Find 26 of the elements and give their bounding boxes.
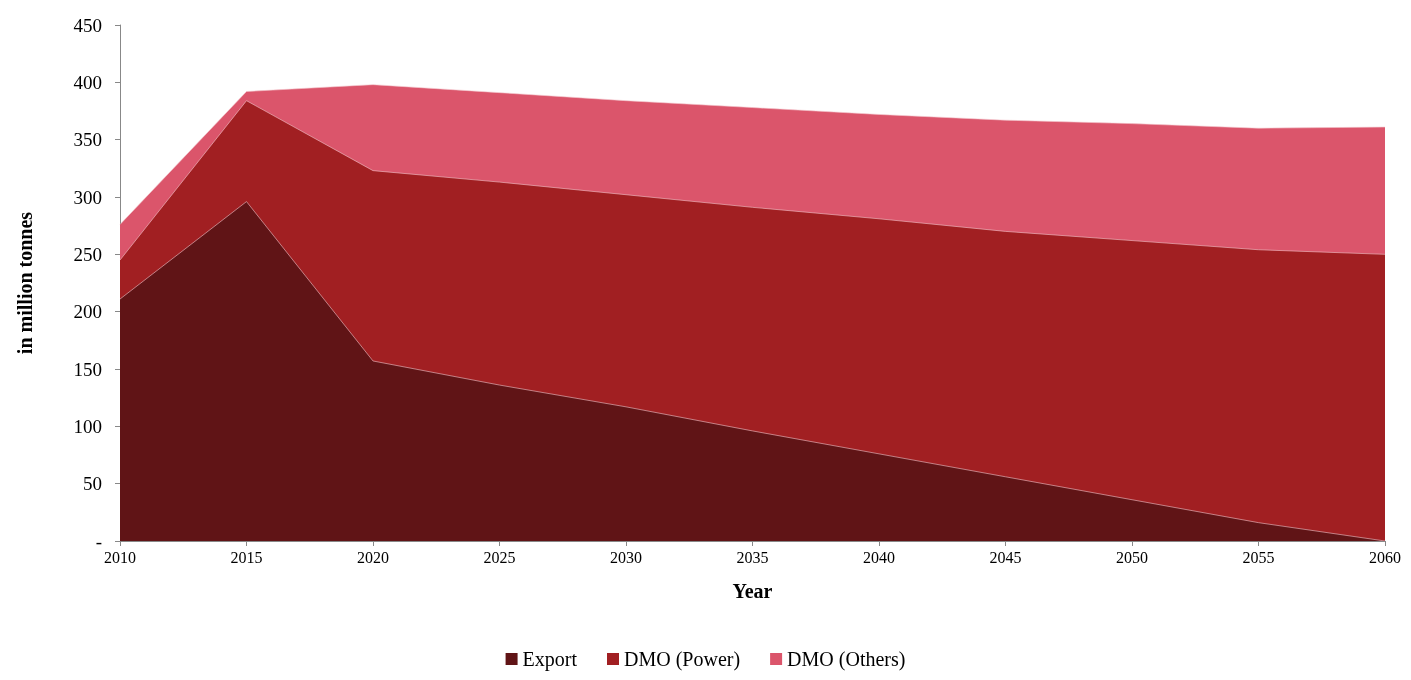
y-tick-label: 250 [73, 243, 102, 265]
legend-label: DMO (Others) [787, 648, 906, 671]
y-tick-label: 350 [73, 129, 102, 151]
y-tick-label: 50 [83, 473, 102, 495]
x-tick-label: 2035 [736, 548, 769, 566]
x-tick-label: 2060 [1369, 548, 1401, 566]
x-tick-label: 2025 [483, 548, 516, 566]
legend-label: DMO (Power) [624, 648, 741, 671]
y-tick-label: 200 [73, 301, 102, 323]
y-tick-label: 150 [73, 358, 102, 380]
x-tick-label: 2010 [104, 548, 136, 566]
x-tick-label: 2030 [610, 548, 642, 566]
y-tick-label: 100 [73, 415, 102, 437]
x-tick-label: 2055 [1242, 548, 1275, 566]
y-tick-label: 450 [73, 14, 102, 36]
x-tick-label: 2040 [863, 548, 895, 566]
x-tick-label: 2050 [1116, 548, 1148, 566]
legend-label: Export [522, 648, 578, 671]
y-tick-label: 300 [73, 186, 102, 208]
x-axis-title: Year [732, 580, 773, 602]
x-tick-label: 2045 [989, 548, 1022, 566]
y-tick-label: 400 [73, 71, 102, 93]
y-axis-title: in million tonnes [14, 211, 36, 355]
y-tick-label: - [95, 530, 102, 552]
x-tick-label: 2020 [357, 548, 389, 566]
x-tick-label: 2015 [230, 548, 263, 566]
